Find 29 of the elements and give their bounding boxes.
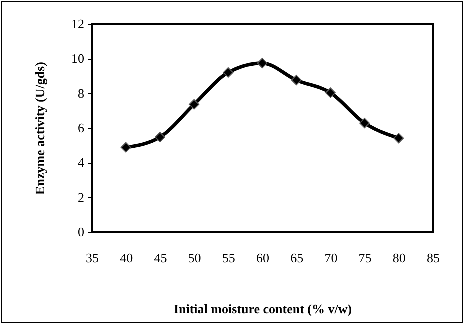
x-tick-label: 40 — [120, 250, 134, 266]
x-tick-label: 65 — [290, 250, 304, 266]
y-tick-label: 2 — [78, 190, 84, 205]
x-tick-label: 50 — [188, 250, 202, 266]
point — [360, 118, 370, 129]
point — [394, 133, 404, 144]
x-tick-label: 75 — [358, 250, 372, 266]
x-tick-label: 60 — [256, 250, 270, 266]
y-tick-label: 0 — [78, 224, 84, 240]
y-tick-label: 6 — [78, 120, 85, 136]
point — [223, 67, 234, 78]
point — [325, 88, 336, 98]
y-tick-label: 10 — [72, 51, 84, 66]
point — [120, 142, 132, 153]
x-tick-label: 55 — [222, 250, 236, 266]
x-tick-label: 85 — [427, 250, 440, 266]
x-tick-label: 70 — [324, 250, 338, 266]
x-tick-label: 35 — [86, 250, 99, 266]
x-tick-label: 45 — [154, 250, 168, 266]
y-axis-title: Enzyme activity (U/gds) — [32, 62, 48, 195]
point — [291, 75, 302, 86]
y-tick-label: 8 — [78, 86, 84, 101]
x-axis-title: Initial moisture content (% v/w) — [174, 302, 352, 316]
y-tick-label: 12 — [72, 16, 84, 32]
point — [189, 99, 200, 110]
point — [257, 58, 268, 69]
y-tick-label: 4 — [78, 155, 85, 170]
point — [154, 132, 166, 143]
x-tick-label: 80 — [392, 250, 406, 266]
